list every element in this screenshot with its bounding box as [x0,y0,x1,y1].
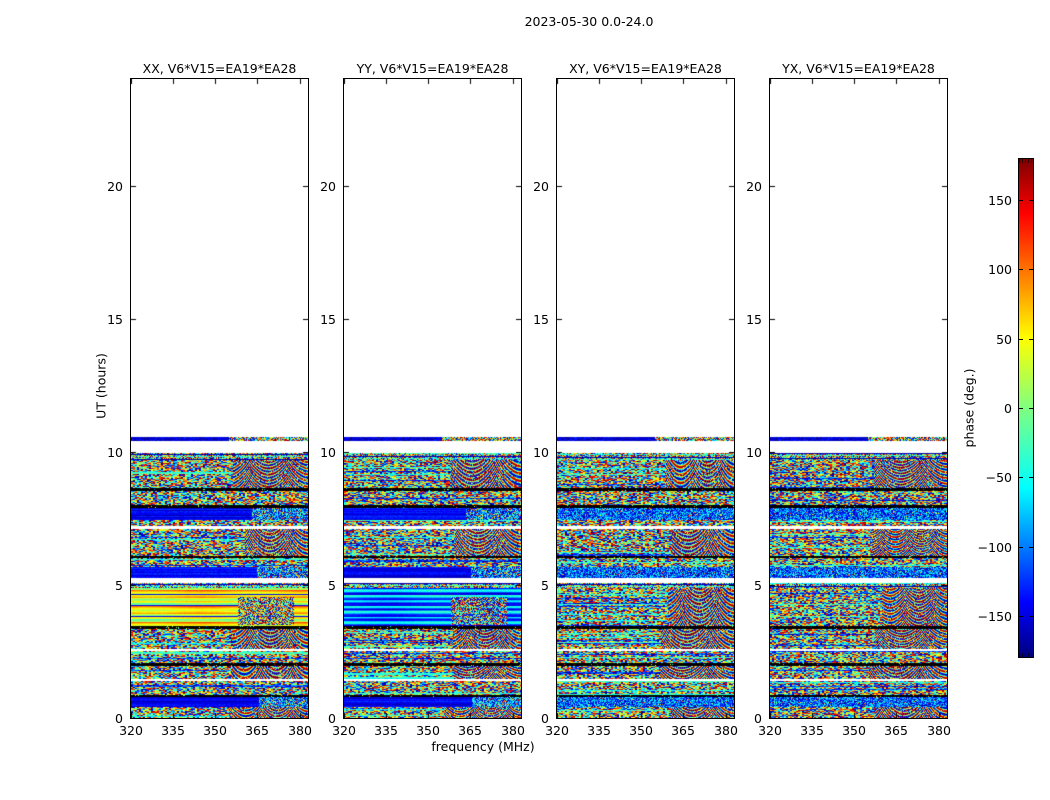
y-tick-label: 5 [115,577,123,593]
y-tick-label: 15 [746,311,762,327]
y-tick-label: 20 [533,178,549,194]
x-tick-label: 365 [671,723,695,738]
x-tick-label: 350 [203,723,227,738]
y-tick-label: 20 [320,178,336,194]
colorbar-tick-label: −150 [977,608,1012,624]
y-tick-label: 5 [328,577,336,593]
x-tick-label: 365 [884,723,908,738]
colorbar-tick [1019,408,1023,409]
panel-title-xy: XY, V6*V15=EA19*EA28 [569,61,722,76]
colorbar-tick-label: 150 [988,192,1012,208]
x-axis-label: frequency (MHz) [431,739,535,754]
y-tick-label: 15 [533,311,549,327]
colorbar-tick [1029,547,1033,548]
x-tick-label: 350 [629,723,653,738]
x-tick-label: 365 [245,723,269,738]
x-tick-label: 335 [587,723,611,738]
y-tick-label: 0 [328,710,336,726]
y-axis-label: UT (hours) [93,353,109,419]
x-tick-label: 320 [119,723,143,738]
panel-title-yy: YY, V6*V15=EA19*EA28 [356,61,509,76]
x-tick-label: 320 [332,723,356,738]
heatmap-canvas-yx [768,77,948,719]
colorbar-tick [1029,269,1033,270]
y-tick-label: 20 [107,178,123,194]
colorbar-tick [1019,200,1023,201]
colorbar-tick [1019,616,1023,617]
colorbar-tick-label: −100 [977,539,1012,555]
colorbar-tick-label: 0 [1004,400,1012,416]
y-tick-label: 0 [541,710,549,726]
x-tick-label: 365 [458,723,482,738]
colorbar-tick [1029,616,1033,617]
x-tick-label: 335 [374,723,398,738]
colorbar-tick-label: −50 [985,469,1012,485]
heatmap-canvas-xx [129,77,309,719]
panel-title-yx: YX, V6*V15=EA19*EA28 [782,61,935,76]
figure-title: 2023-05-30 0.0-24.0 [524,14,654,29]
colorbar-label: phase (deg.) [961,368,977,448]
colorbar-tick [1029,200,1033,201]
y-tick-label: 5 [754,577,762,593]
x-tick-label: 320 [545,723,569,738]
y-tick-label: 15 [320,311,336,327]
y-tick-label: 10 [533,444,549,460]
colorbar-tick [1029,339,1033,340]
x-tick-label: 320 [758,723,782,738]
heatmap-canvas-xy [555,77,735,719]
y-tick-label: 20 [746,178,762,194]
x-tick-label: 335 [800,723,824,738]
panel-title-xx: XX, V6*V15=EA19*EA28 [142,61,297,76]
x-tick-label: 335 [161,723,185,738]
x-tick-label: 380 [288,723,312,738]
x-tick-label: 350 [416,723,440,738]
colorbar-end-hatch [1019,653,1033,657]
colorbar-tick-label: 50 [996,331,1012,347]
y-tick-label: 10 [320,444,336,460]
colorbar-tick [1019,269,1023,270]
colorbar-tick [1029,408,1033,409]
colorbar-tick-label: 100 [988,261,1012,277]
x-tick-label: 380 [927,723,951,738]
colorbar-gradient [1018,158,1034,658]
y-tick-label: 10 [746,444,762,460]
colorbar-tick [1019,477,1023,478]
heatmap-canvas-yy [342,77,522,719]
x-tick-label: 350 [842,723,866,738]
colorbar-tick [1019,547,1023,548]
y-tick-label: 10 [107,444,123,460]
colorbar-tick [1019,339,1023,340]
y-tick-label: 5 [541,577,549,593]
y-tick-label: 0 [115,710,123,726]
x-tick-label: 380 [714,723,738,738]
colorbar-end-hatch [1019,159,1033,163]
x-tick-label: 380 [501,723,525,738]
y-tick-label: 15 [107,311,123,327]
y-tick-label: 0 [754,710,762,726]
colorbar-tick [1029,477,1033,478]
